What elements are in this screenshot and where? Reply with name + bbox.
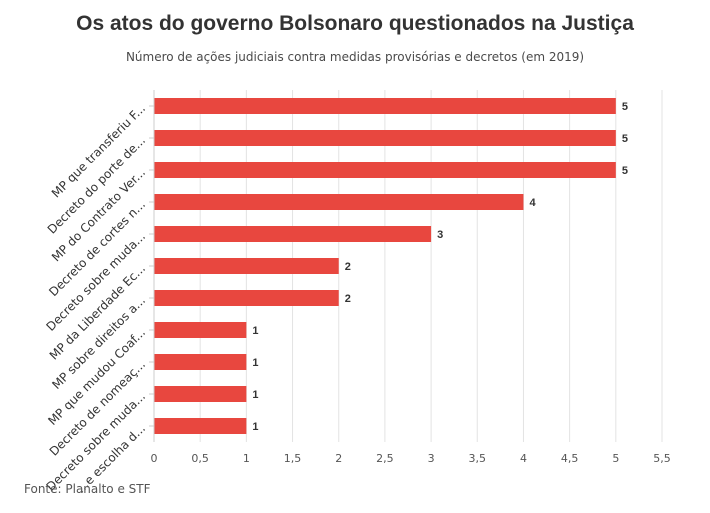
data-label: 1 — [252, 325, 258, 337]
x-tick-label: 5,5 — [653, 452, 671, 465]
data-label: 1 — [252, 357, 258, 369]
data-label: 2 — [345, 261, 351, 273]
data-label: 2 — [345, 293, 351, 305]
data-label: 5 — [622, 133, 628, 145]
x-tick-label: 2,5 — [376, 452, 394, 465]
x-tick-label: 1,5 — [284, 452, 302, 465]
x-tick-label: 1 — [243, 452, 250, 465]
bar — [154, 354, 247, 370]
data-label: 5 — [622, 165, 628, 177]
bar — [154, 258, 339, 274]
bar — [154, 130, 616, 146]
bar — [154, 194, 524, 210]
data-label: 1 — [252, 389, 258, 401]
x-tick-label: 2 — [335, 452, 342, 465]
data-label: 3 — [437, 229, 443, 241]
x-tick-label: 0 — [151, 452, 158, 465]
bar — [154, 162, 616, 178]
x-tick-label: 4 — [520, 452, 527, 465]
bar — [154, 98, 616, 114]
bar — [154, 322, 247, 338]
source-note: Fonte: Planalto e STF — [24, 482, 151, 496]
bar — [154, 226, 432, 242]
bar — [154, 386, 247, 402]
bar — [154, 290, 339, 306]
data-label: 4 — [529, 197, 536, 209]
x-tick-label: 3,5 — [469, 452, 487, 465]
x-tick-label: 4,5 — [561, 452, 579, 465]
x-tick-label: 3 — [428, 452, 435, 465]
data-label: 5 — [622, 101, 628, 113]
chart-title: Os atos do governo Bolsonaro questionado… — [76, 12, 634, 35]
chart-subtitle: Número de ações judiciais contra medidas… — [125, 50, 585, 64]
x-tick-label: 5 — [612, 452, 619, 465]
data-label: 1 — [252, 421, 258, 433]
bar — [154, 418, 247, 434]
x-tick-label: 0,5 — [191, 452, 209, 465]
